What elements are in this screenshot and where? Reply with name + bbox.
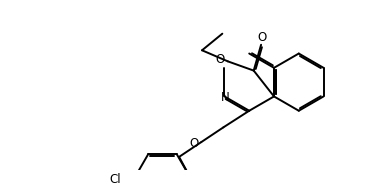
Text: O: O — [189, 137, 198, 151]
Text: N: N — [221, 91, 230, 104]
Text: O: O — [257, 31, 267, 44]
Text: Cl: Cl — [109, 173, 121, 184]
Text: O: O — [216, 53, 225, 66]
